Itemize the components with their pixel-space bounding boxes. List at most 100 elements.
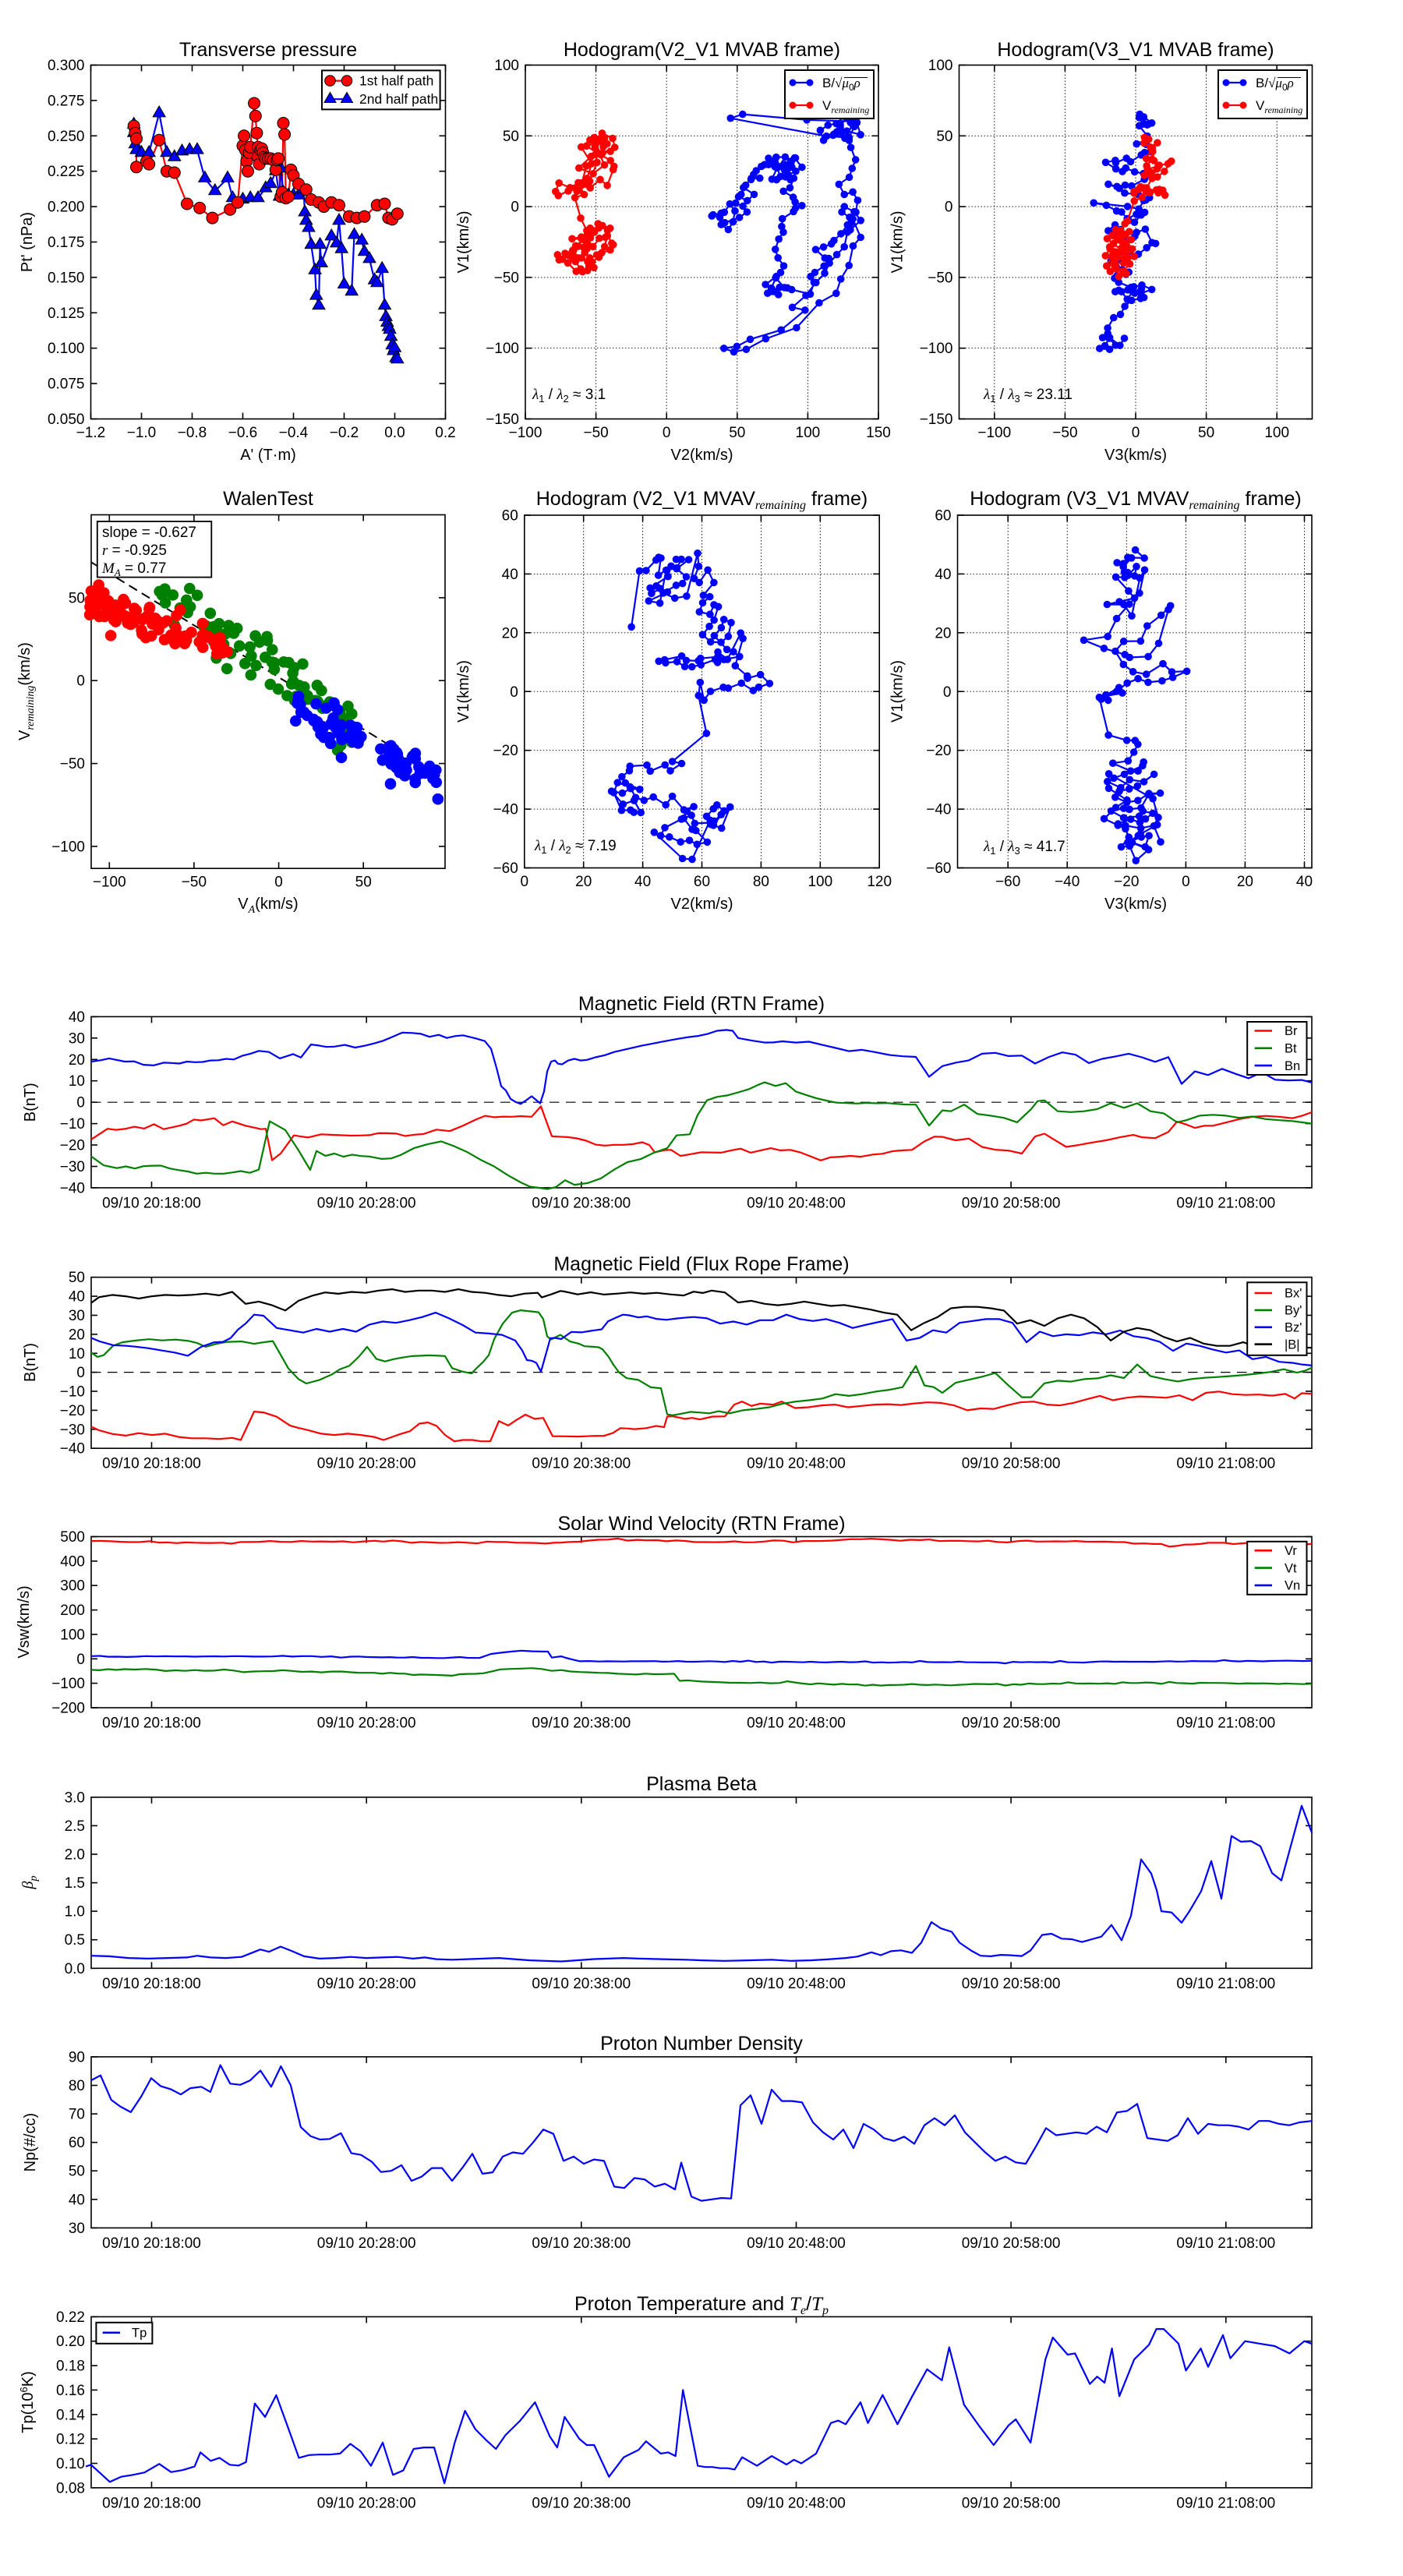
svg-text:Hodogram(V2_V1 MVAB frame): Hodogram(V2_V1 MVAB frame)	[564, 39, 840, 61]
svg-text:Br: Br	[1285, 1024, 1298, 1038]
svg-text:70: 70	[69, 2107, 85, 2123]
svg-text:Np(#/cc): Np(#/cc)	[22, 2113, 39, 2172]
svg-text:0: 0	[76, 1095, 85, 1111]
svg-text:400: 400	[60, 1553, 85, 1570]
svg-text:WalenTest: WalenTest	[223, 488, 313, 510]
svg-text:40: 40	[1296, 874, 1313, 890]
svg-text:Vsw(km/s): Vsw(km/s)	[16, 1585, 33, 1658]
svg-text:Hodogram (V2_V1 MVAVremaining: Hodogram (V2_V1 MVAVremaining frame)	[536, 488, 868, 512]
svg-text:λ1 / λ3 ≈ 41.7: λ1 / λ3 ≈ 41.7	[983, 839, 1066, 857]
svg-text:Bx': Bx'	[1285, 1287, 1302, 1301]
svg-text:VA(km/s): VA(km/s)	[238, 896, 298, 916]
svg-text:60: 60	[935, 508, 951, 525]
svg-text:20: 20	[575, 874, 592, 890]
svg-text:09/10 20:18:00: 09/10 20:18:00	[102, 1976, 201, 1992]
svg-text:100: 100	[1264, 425, 1289, 441]
svg-text:Vr: Vr	[1285, 1544, 1297, 1558]
svg-text:0.0: 0.0	[384, 425, 405, 441]
svg-text:0.300: 0.300	[48, 58, 85, 74]
svg-text:09/10 20:48:00: 09/10 20:48:00	[747, 2235, 846, 2252]
svg-text:20: 20	[935, 625, 951, 641]
svg-text:V1(km/s): V1(km/s)	[889, 660, 906, 723]
svg-text:Bt: Bt	[1285, 1042, 1297, 1056]
svg-text:−100: −100	[51, 1676, 85, 1692]
svg-text:09/10 20:28:00: 09/10 20:28:00	[317, 1195, 416, 1211]
svg-text:0.10: 0.10	[56, 2456, 85, 2472]
svg-text:60: 60	[694, 874, 710, 890]
svg-text:40: 40	[634, 874, 651, 890]
svg-text:200: 200	[60, 1602, 85, 1619]
svg-text:−30: −30	[60, 1159, 85, 1175]
svg-text:0: 0	[76, 1652, 85, 1668]
svg-text:−20: −20	[60, 1138, 85, 1154]
svg-text:09/10 20:38:00: 09/10 20:38:00	[532, 1195, 631, 1211]
svg-text:50: 50	[69, 2164, 85, 2180]
svg-text:V1(km/s): V1(km/s)	[889, 211, 906, 274]
svg-text:09/10 20:18:00: 09/10 20:18:00	[102, 2235, 201, 2252]
svg-text:−100: −100	[51, 839, 85, 855]
svg-text:50: 50	[69, 590, 85, 606]
svg-text:0.08: 0.08	[56, 2480, 85, 2496]
svg-text:0.225: 0.225	[48, 164, 85, 180]
svg-text:09/10 20:38:00: 09/10 20:38:00	[532, 2235, 631, 2252]
svg-text:1.0: 1.0	[65, 1904, 85, 1921]
svg-text:0.2: 0.2	[435, 425, 455, 441]
svg-text:60: 60	[502, 508, 518, 525]
svg-text:0: 0	[945, 200, 953, 216]
svg-text:−40: −40	[60, 1180, 85, 1196]
svg-text:B(nT): B(nT)	[22, 1343, 39, 1382]
svg-text:50: 50	[1198, 425, 1214, 441]
svg-text:09/10 20:48:00: 09/10 20:48:00	[747, 1456, 846, 1472]
svg-text:0.075: 0.075	[48, 376, 85, 393]
svg-text:−0.2: −0.2	[330, 425, 359, 441]
svg-text:λ1 / λ2 ≈ 3.1: λ1 / λ2 ≈ 3.1	[532, 387, 606, 405]
svg-text:0.100: 0.100	[48, 341, 85, 357]
svg-text:20: 20	[502, 625, 518, 641]
svg-text:300: 300	[60, 1578, 85, 1595]
svg-text:09/10 20:58:00: 09/10 20:58:00	[962, 1456, 1061, 1472]
svg-text:09/10 20:58:00: 09/10 20:58:00	[962, 1716, 1061, 1732]
svg-text:Bn: Bn	[1285, 1059, 1300, 1073]
svg-text:0.20: 0.20	[56, 2334, 85, 2350]
svg-text:40: 40	[935, 567, 951, 583]
svg-text:3.0: 3.0	[65, 1790, 85, 1806]
svg-text:B/√μ0ρ: B/√μ0ρ	[822, 76, 861, 93]
svg-text:0: 0	[510, 684, 518, 701]
svg-text:−20: −20	[1114, 874, 1139, 890]
svg-text:−1.0: −1.0	[127, 425, 157, 441]
svg-text:−50: −50	[494, 270, 519, 286]
svg-text:0.18: 0.18	[56, 2359, 85, 2375]
svg-text:09/10 20:38:00: 09/10 20:38:00	[532, 1976, 631, 1992]
svg-text:150: 150	[866, 425, 891, 441]
svg-text:−100: −100	[509, 425, 542, 441]
svg-text:0: 0	[76, 673, 85, 690]
svg-text:0.275: 0.275	[48, 93, 85, 109]
svg-text:09/10 20:58:00: 09/10 20:58:00	[962, 2235, 1061, 2252]
svg-text:50: 50	[936, 129, 952, 145]
svg-text:−20: −20	[493, 743, 518, 759]
svg-text:09/10 20:48:00: 09/10 20:48:00	[747, 2495, 846, 2511]
svg-text:−40: −40	[1055, 874, 1080, 890]
svg-text:30: 30	[69, 1030, 85, 1047]
svg-text:Hodogram (V3_V1 MVAVremaining: Hodogram (V3_V1 MVAVremaining frame)	[970, 488, 1302, 512]
svg-text:Solar Wind Velocity (RTN Frame: Solar Wind Velocity (RTN Frame)	[557, 1513, 845, 1535]
svg-text:−40: −40	[60, 1441, 85, 1458]
svg-text:09/10 20:48:00: 09/10 20:48:00	[747, 1976, 846, 1992]
svg-text:100: 100	[928, 58, 953, 74]
svg-text:0.200: 0.200	[48, 200, 85, 216]
svg-text:V2(km/s): V2(km/s)	[671, 447, 733, 464]
svg-text:−40: −40	[493, 802, 518, 818]
svg-text:Magnetic Field (Flux Rope Fram: Magnetic Field (Flux Rope Frame)	[553, 1253, 849, 1275]
svg-text:09/10 20:18:00: 09/10 20:18:00	[102, 1195, 201, 1211]
svg-text:0.16: 0.16	[56, 2383, 85, 2399]
svg-text:−50: −50	[928, 270, 952, 286]
svg-text:09/10 20:18:00: 09/10 20:18:00	[102, 1456, 201, 1472]
svg-text:09/10 20:18:00: 09/10 20:18:00	[102, 1716, 201, 1732]
svg-text:λ1 / λ3 ≈ 23.11: λ1 / λ3 ≈ 23.11	[983, 387, 1073, 405]
svg-text:0: 0	[943, 684, 952, 701]
svg-text:10: 10	[69, 1073, 85, 1090]
svg-text:10: 10	[69, 1346, 85, 1362]
svg-text:−30: −30	[60, 1422, 85, 1438]
svg-text:0: 0	[511, 200, 519, 216]
svg-text:30: 30	[69, 2221, 85, 2237]
